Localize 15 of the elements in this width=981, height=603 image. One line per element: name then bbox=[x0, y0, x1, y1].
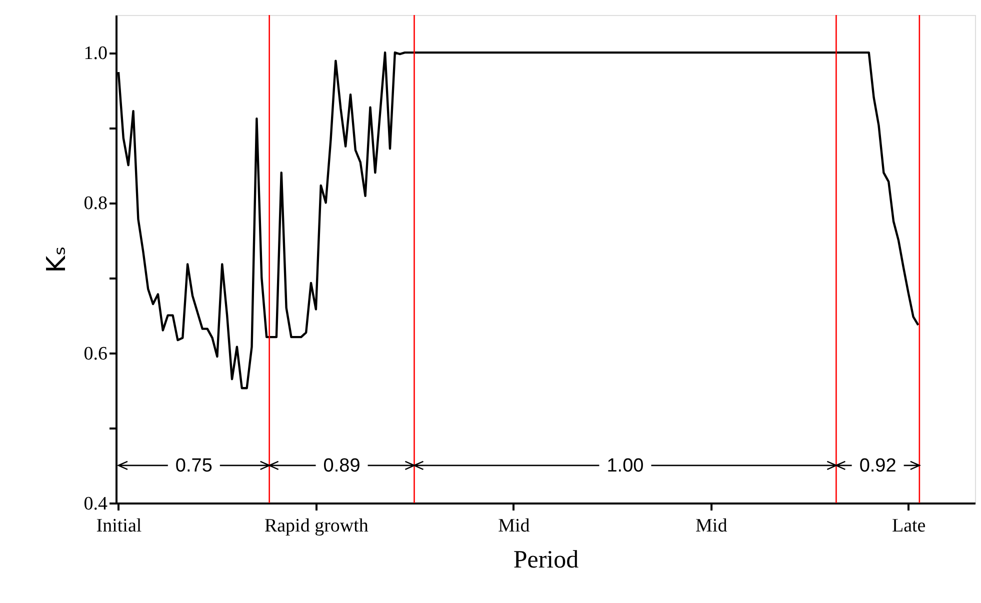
annotation: 1.00 bbox=[606, 455, 644, 476]
y-tick-label: 1.0 bbox=[84, 43, 108, 64]
annotation: 0.75 bbox=[175, 455, 212, 476]
x-tick-label: Mid bbox=[696, 516, 728, 536]
x-tick-label: Mid bbox=[498, 516, 530, 536]
annotation: 0.92 bbox=[859, 455, 896, 476]
y-axis-title: Kₛ bbox=[42, 246, 72, 273]
annotation: 0.89 bbox=[323, 455, 360, 476]
x-axis-title: Period bbox=[513, 546, 580, 574]
x-tick-label: Late bbox=[892, 516, 926, 536]
x-tick-label: Initial bbox=[96, 516, 142, 536]
x-tick-label: Rapid growth bbox=[264, 516, 369, 536]
y-tick-label: 0.6 bbox=[84, 343, 108, 364]
y-tick-label: 0.4 bbox=[84, 494, 108, 514]
y-tick-label: 0.8 bbox=[84, 193, 108, 214]
